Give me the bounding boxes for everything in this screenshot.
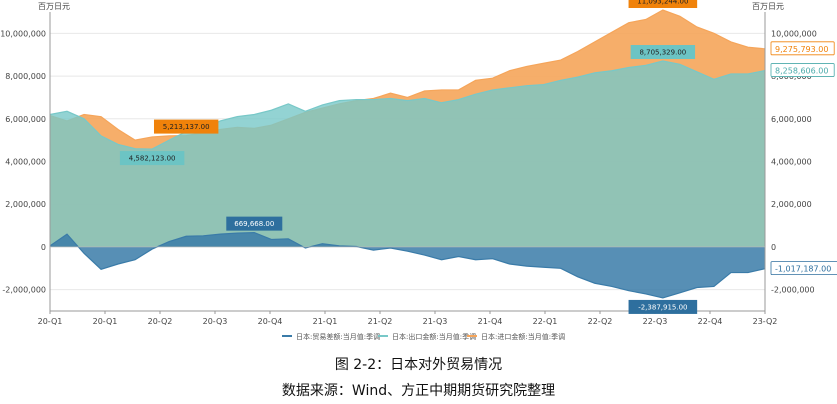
end-value-labels: 9,275,793.00 8,258,606.00 -1,017,187.00	[770, 41, 837, 276]
callout-text: 4,582,123.00	[129, 155, 176, 163]
y-tick-label-right: 4,000,000	[771, 158, 812, 167]
legend: 日本:贸易差额:当月值:季调 日本:出口金额:当月值:季调 日本:进口金额:当月值:…	[282, 332, 565, 341]
end-value-label: -1,017,187.00	[770, 261, 837, 276]
y-tick-label-left: -2,000,000	[2, 286, 46, 295]
legend-label: 日本:出口金额:当月值:季调	[392, 332, 476, 341]
callout-text: 11,093,244.00	[637, 0, 688, 6]
callout-label: 669,668.00	[226, 216, 283, 231]
callout-label: -2,387,915.00	[628, 299, 698, 314]
x-tick-label: 20-Q1	[38, 317, 63, 326]
end-label-text: -1,017,187.00	[775, 265, 831, 274]
figure-caption: 图 2-2：日本对外贸易情况	[334, 357, 503, 373]
y-tick-label-right: 10,000,000	[771, 29, 817, 38]
callout-box	[630, 45, 696, 60]
y-tick-label-right: 0	[771, 243, 776, 252]
x-tick-label: 22-Q3	[643, 317, 668, 326]
y-tick-label-left: 6,000,000	[5, 115, 46, 124]
series-areas	[49, 9, 766, 299]
x-tick-label: 21-Q1	[313, 317, 338, 326]
callout-box	[226, 216, 283, 231]
x-tick-label: 20-Q1	[93, 317, 118, 326]
y-unit-right: 百万日元	[752, 2, 784, 11]
callout-label: 4,582,123.00	[119, 151, 185, 166]
callout-box	[119, 151, 185, 166]
y-unit-left: 百万日元	[38, 2, 70, 11]
x-tick-label: 20-Q4	[258, 317, 283, 326]
callout-box	[628, 0, 698, 9]
end-value-label: 8,258,606.00	[770, 63, 835, 77]
callout-labels: 5,213,137.00 4,582,123.00 669,668.00 11,093…	[119, 0, 698, 314]
callout-label: 11,093,244.00	[628, 0, 698, 9]
y-tick-label-right: -2,000,000	[771, 286, 815, 295]
series-line	[49, 9, 766, 141]
series-line	[49, 60, 766, 150]
callout-box	[628, 299, 698, 314]
y-tick-label-right: 2,000,000	[771, 200, 812, 209]
series-area	[50, 232, 765, 298]
callout-text: 669,668.00	[234, 220, 274, 228]
legend-item: 日本:贸易差额:当月值:季调	[282, 332, 380, 341]
callout-text: 5,213,137.00	[163, 123, 210, 131]
x-tick-label: 21-Q2	[368, 317, 393, 326]
callout-text: 8,705,329.00	[639, 49, 686, 57]
y-tick-label-left: 8,000,000	[5, 72, 46, 81]
x-tick-label: 21-Q3	[423, 317, 448, 326]
x-tick-label: 22-Q1	[533, 317, 558, 326]
y-tick-label-left: 0	[41, 243, 46, 252]
y-tick-label-left: 2,000,000	[5, 200, 46, 209]
end-label-text: 8,258,606.00	[775, 67, 828, 76]
end-label-box	[770, 63, 835, 77]
end-label-text: 9,275,793.00	[775, 45, 828, 54]
axes: -2,000,000 -2,000,000 0 0 2,000,000 2,000,000…	[0, 2, 817, 326]
end-label-box	[770, 261, 837, 276]
callout-label: 5,213,137.00	[153, 119, 219, 134]
callout-label: 8,705,329.00	[630, 45, 696, 60]
y-tick-label-right: 6,000,000	[771, 115, 812, 124]
x-tick-label: 22-Q2	[588, 317, 613, 326]
series-line	[49, 232, 766, 299]
legend-label: 日本:进口金额:当月值:季调	[481, 332, 565, 341]
y-tick-label-left: 4,000,000	[5, 158, 46, 167]
y-tick-label-left: 10,000,000	[0, 29, 46, 38]
end-value-label: 9,275,793.00	[770, 41, 835, 56]
callout-text: -2,387,915.00	[638, 303, 687, 311]
legend-item: 日本:进口金额:当月值:季调	[467, 332, 565, 341]
legend-item: 日本:出口金额:当月值:季调	[378, 332, 476, 341]
end-label-box	[770, 41, 835, 56]
series-area	[50, 61, 765, 247]
x-tick-label: 20-Q2	[148, 317, 173, 326]
callout-box	[153, 119, 219, 134]
x-tick-label: 20-Q3	[203, 317, 228, 326]
x-tick-label: 23-Q2	[753, 317, 778, 326]
x-tick-label: 21-Q4	[478, 317, 503, 326]
legend-label: 日本:贸易差额:当月值:季调	[296, 332, 380, 341]
x-tick-label: 22-Q4	[698, 317, 723, 326]
figure-source: 数据来源：Wind、方正中期期货研究院整理	[281, 383, 556, 399]
